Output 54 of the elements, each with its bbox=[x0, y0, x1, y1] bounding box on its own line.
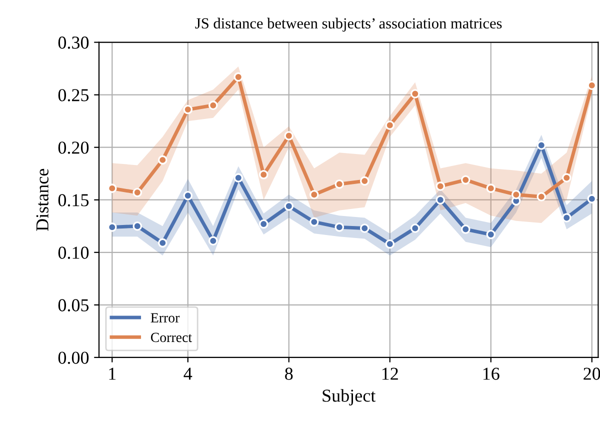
point bbox=[208, 100, 218, 110]
point bbox=[385, 239, 395, 249]
point bbox=[284, 202, 294, 211]
point bbox=[562, 213, 572, 222]
point bbox=[436, 182, 446, 191]
y-tick-label: 0.25 bbox=[58, 89, 89, 102]
point bbox=[536, 192, 546, 202]
point bbox=[536, 140, 546, 150]
x-tick-label: 16 bbox=[483, 368, 500, 380]
point bbox=[183, 104, 193, 114]
point bbox=[258, 170, 268, 180]
point bbox=[158, 238, 168, 248]
point bbox=[562, 173, 572, 182]
point bbox=[183, 191, 193, 200]
x-tick-label: 12 bbox=[382, 368, 398, 380]
point bbox=[208, 236, 218, 246]
point bbox=[360, 224, 370, 233]
point bbox=[385, 120, 395, 130]
point bbox=[309, 217, 319, 227]
legend-label: Correct bbox=[150, 332, 192, 342]
point bbox=[258, 219, 268, 229]
y-tick-label: 0.30 bbox=[58, 36, 89, 49]
point bbox=[334, 179, 344, 189]
point bbox=[234, 173, 244, 182]
point bbox=[460, 224, 470, 234]
point bbox=[587, 194, 597, 204]
point bbox=[132, 188, 142, 198]
x-tick-label: 8 bbox=[285, 368, 293, 380]
point bbox=[410, 224, 420, 233]
point bbox=[132, 221, 142, 231]
x-axis-title: Subject bbox=[322, 389, 376, 406]
point bbox=[234, 72, 244, 82]
x-tick-label: 1 bbox=[109, 368, 116, 380]
y-tick-label: 0.00 bbox=[58, 352, 89, 364]
x-tick-label: 20 bbox=[584, 368, 600, 380]
point bbox=[486, 230, 496, 240]
point bbox=[309, 190, 319, 200]
y-tick-label: 0.20 bbox=[58, 142, 89, 154]
point bbox=[284, 131, 294, 140]
point bbox=[436, 195, 446, 205]
legend-label: Error bbox=[150, 313, 180, 322]
y-tick-label: 0.10 bbox=[58, 246, 89, 259]
y-tick-label: 0.15 bbox=[58, 194, 89, 206]
x-tick-label: 4 bbox=[184, 368, 192, 380]
point bbox=[158, 155, 168, 165]
point bbox=[511, 190, 521, 200]
y-axis-title: Distance bbox=[36, 168, 48, 231]
point bbox=[334, 222, 344, 232]
y-tick-label: 0.05 bbox=[58, 299, 89, 312]
point bbox=[410, 89, 420, 98]
point bbox=[460, 175, 470, 185]
point bbox=[486, 184, 496, 193]
point bbox=[360, 176, 370, 186]
chart-title: JS distance between subjects’ association matrices bbox=[195, 18, 502, 32]
